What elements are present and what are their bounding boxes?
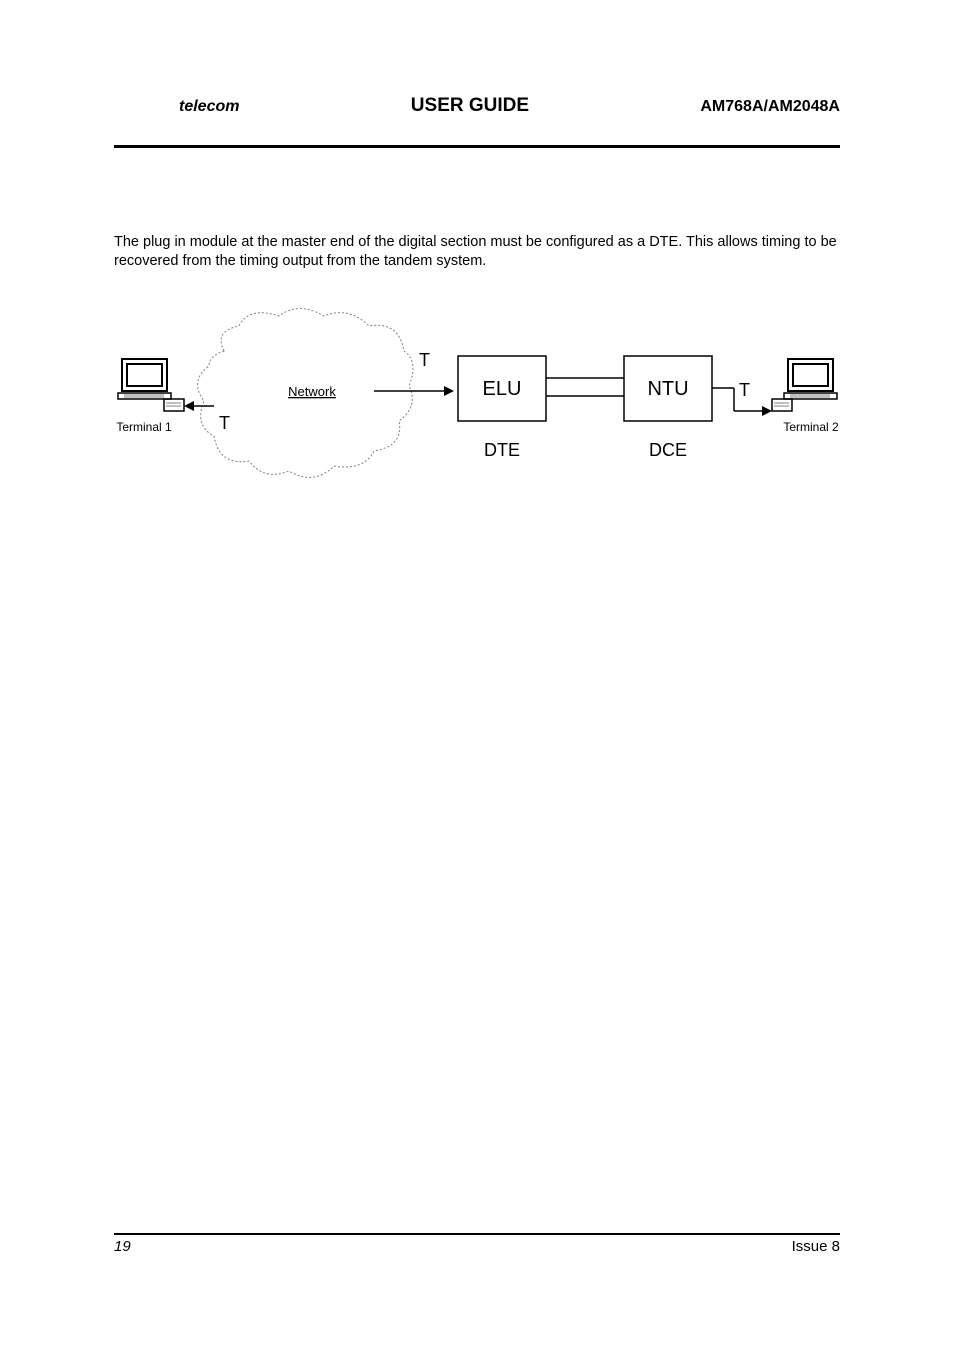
dce-label: DCE [649,440,687,460]
t-label-1: T [219,413,230,433]
page-header: telecom USER GUIDE AM768A/AM2048A [114,95,840,125]
terminal2-label: Terminal 2 [783,420,839,434]
t-label-3: T [739,380,750,400]
header-divider [114,145,840,148]
doc-title: USER GUIDE [411,95,529,117]
terminal2-icon [772,359,837,411]
t-label-2: T [419,350,430,370]
terminal1-label: Terminal 1 [116,420,172,434]
elu-label: ELU [483,378,522,400]
body-paragraph: The plug in module at the master end of … [114,233,840,271]
dte-label: DTE [484,440,520,460]
issue-label: Issue 8 [792,1238,840,1255]
ntu-label: NTU [647,378,688,400]
network-diagram: Network Terminal 1 T T [114,291,840,501]
footer-divider [114,1233,840,1235]
network-label: Network [288,384,336,399]
page-number: 19 [114,1238,131,1255]
terminal1-icon [118,359,184,411]
model-label: AM768A/AM2048A [700,98,840,116]
page-footer: 19 Issue 8 [114,1233,840,1255]
brand-label: telecom [114,98,239,116]
